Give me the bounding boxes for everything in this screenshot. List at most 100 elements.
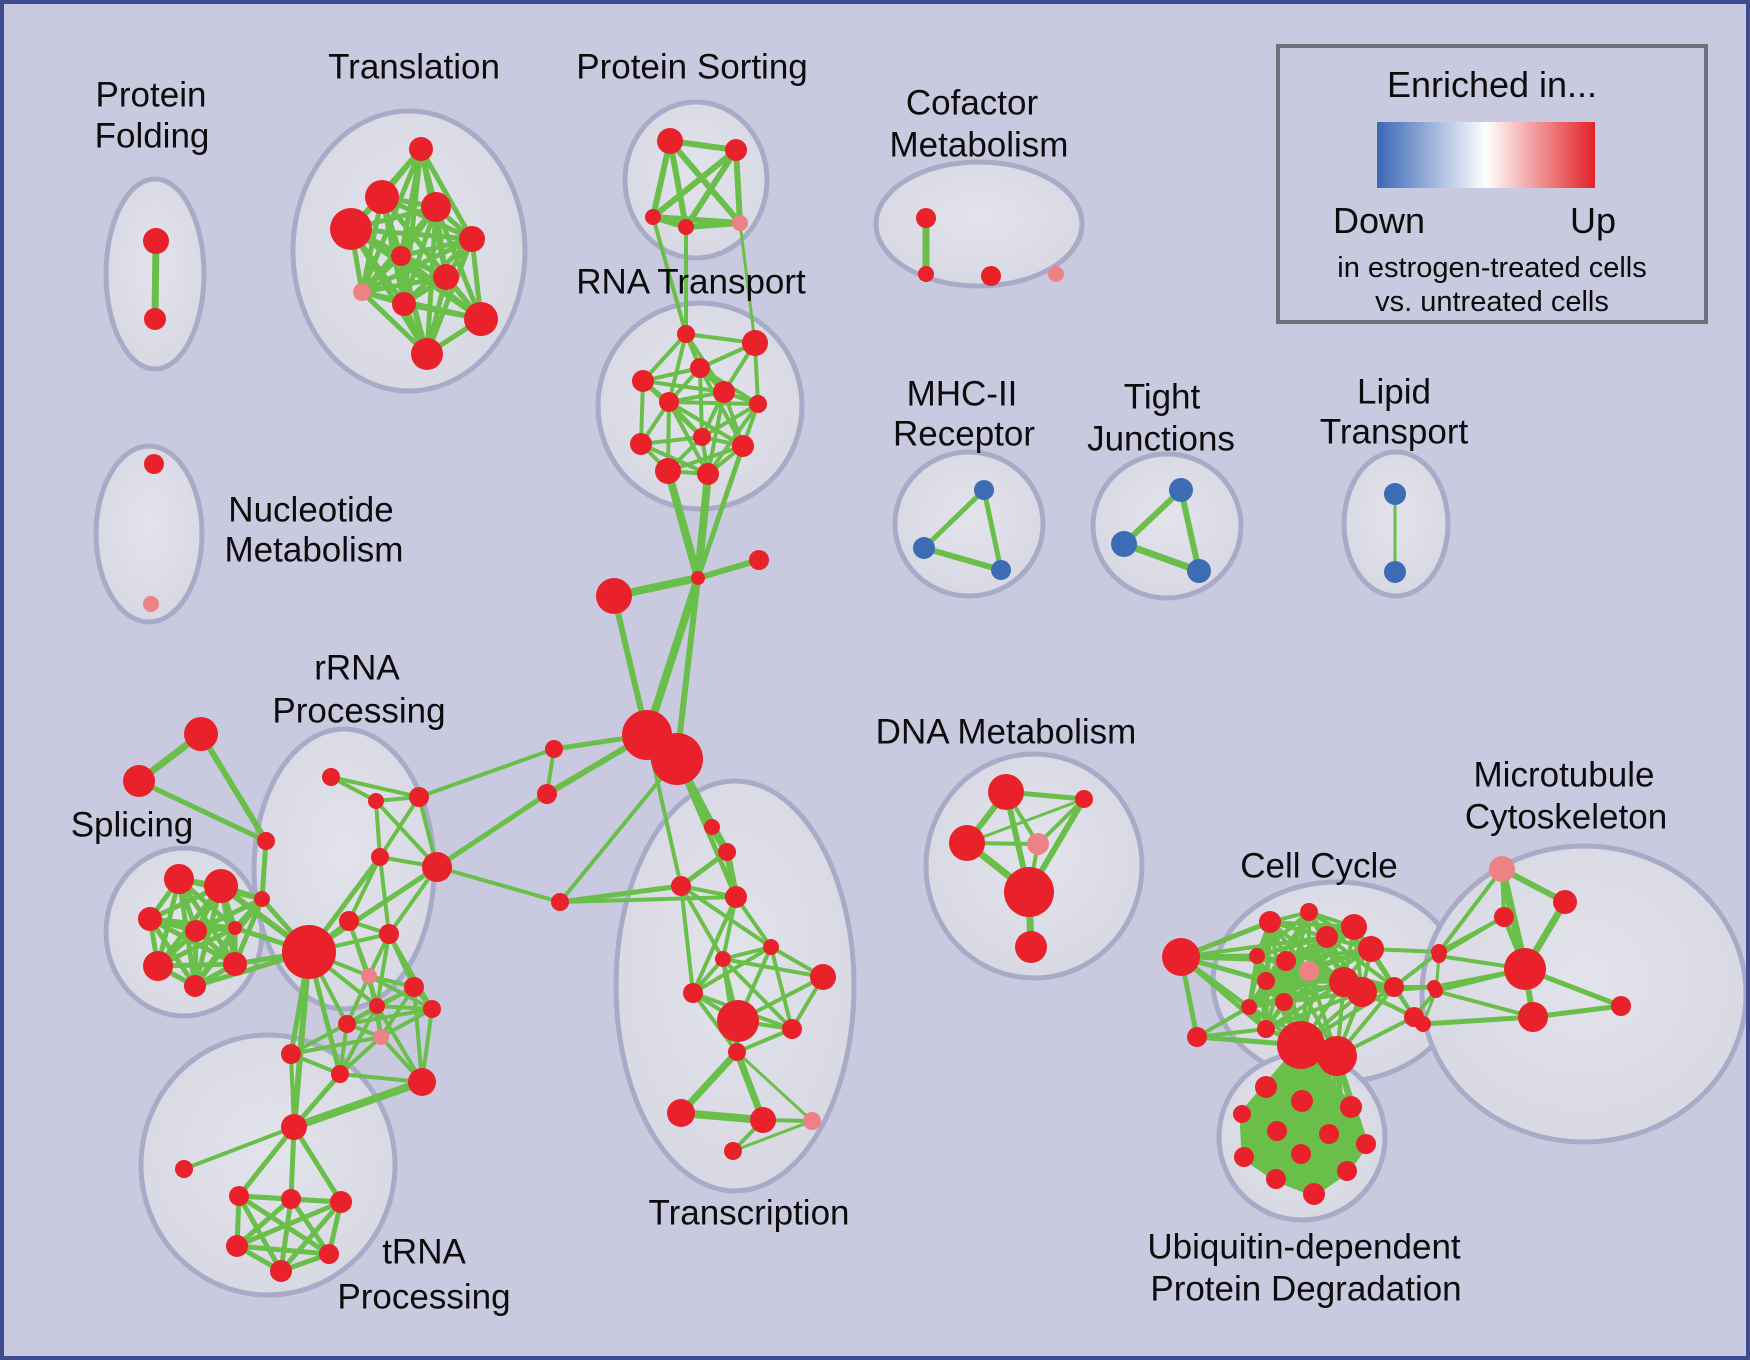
- node-k10: [1241, 999, 1257, 1015]
- node-tn5: [226, 1235, 248, 1257]
- node-rr2: [409, 787, 429, 807]
- node-tr5: [391, 246, 411, 266]
- edge-j1-h1: [643, 574, 702, 739]
- node-ln3: [551, 893, 569, 911]
- edge-q7-q9: [1241, 1154, 1350, 1174]
- node-tr10: [411, 338, 443, 370]
- node-rr12: [373, 1029, 389, 1045]
- label-microtubule-cytoskeleton-line1: Microtubule: [1474, 755, 1655, 794]
- legend-gradient-bar: [1377, 122, 1595, 188]
- legend-caption-line2: vs. untreated cells: [1375, 286, 1609, 318]
- cluster-nucleotide-metabolism: [93, 443, 205, 625]
- edge-tx4-tx5: [721, 945, 773, 961]
- node-nu0: [144, 454, 164, 474]
- node-rr4: [422, 852, 452, 882]
- node-sp2: [138, 907, 162, 931]
- node-dm3: [1027, 833, 1049, 855]
- node-tx13: [803, 1112, 821, 1130]
- edge-tn4-tn5: [234, 1199, 344, 1249]
- edge-k18-p0: [1437, 867, 1504, 954]
- node-rt5: [749, 395, 767, 413]
- node-q3: [1233, 1105, 1251, 1123]
- label-rna-transport: RNA Transport: [576, 262, 806, 301]
- node-rr3: [371, 848, 389, 866]
- node-sp0: [164, 864, 194, 894]
- node-rr14: [408, 1068, 436, 1096]
- node-rr1: [368, 793, 384, 809]
- node-tx11: [667, 1099, 695, 1127]
- edge-tn0-tn4: [291, 1124, 344, 1205]
- node-cf0: [916, 208, 936, 228]
- label-ubiquitin-degradation-line2: Protein Degradation: [1150, 1269, 1461, 1308]
- edge-j1-jr: [695, 557, 762, 581]
- label-microtubule-cytoskeleton-line2: Cytoskeleton: [1465, 797, 1667, 836]
- edge-ps4-rt1: [738, 221, 757, 345]
- label-nucleotide-metabolism-line1: Nucleotide: [228, 490, 393, 529]
- label-trna-processing-line1: tRNA: [382, 1232, 466, 1271]
- edge-rt6-rt9: [667, 400, 745, 448]
- node-tr7: [353, 283, 371, 301]
- label-protein-folding-line1: Protein: [96, 75, 207, 114]
- cluster-tight-junctions: [1090, 451, 1244, 601]
- edge-mh0-mh2: [981, 487, 1004, 573]
- node-cf1: [918, 266, 934, 282]
- node-ps0: [657, 128, 683, 154]
- node-rt9: [732, 435, 754, 457]
- node-q5: [1319, 1124, 1339, 1144]
- node-p5: [1611, 996, 1631, 1016]
- edge-ln1-rr2: [417, 747, 556, 799]
- label-transcription: Transcription: [649, 1193, 850, 1232]
- node-k15: [1187, 1027, 1207, 1047]
- node-dm2: [949, 825, 985, 861]
- node-j1: [691, 571, 705, 585]
- node-rt0: [677, 325, 695, 343]
- node-rr15: [281, 1044, 301, 1064]
- node-tr8: [392, 292, 416, 316]
- edge-rt10-j1: [664, 467, 702, 582]
- node-rr6: [379, 924, 399, 944]
- node-tx0: [704, 819, 720, 835]
- edge-tn3-tn6: [288, 1196, 332, 1257]
- edge-tr3-tr10: [348, 226, 430, 357]
- node-q8: [1291, 1144, 1311, 1164]
- node-sp5: [143, 951, 173, 981]
- node-tx9: [782, 1019, 802, 1039]
- edge-tj0-tj2: [1178, 487, 1202, 574]
- node-k6: [1249, 948, 1265, 964]
- node-cf2: [981, 266, 1001, 286]
- edge-rr6-rr10: [387, 932, 434, 1011]
- edge-tn2-tn7: [236, 1193, 284, 1274]
- node-ln1: [545, 740, 563, 758]
- edge-k1-k4: [1268, 920, 1356, 929]
- edge-tx5-tx9: [721, 957, 794, 1031]
- node-rr8: [404, 977, 424, 997]
- edge-ps2-rt0: [651, 215, 688, 336]
- legend-box: Enriched in... Down Up in estrogen-treat…: [1276, 44, 1708, 324]
- label-trna-processing-line2: Processing: [337, 1277, 510, 1316]
- node-sp3: [185, 920, 207, 942]
- node-tr6: [433, 264, 459, 290]
- label-protein-sorting: Protein Sorting: [576, 47, 808, 86]
- node-q7: [1234, 1147, 1254, 1167]
- label-mhc-ii-receptor-line2: Receptor: [893, 414, 1035, 453]
- node-ps3: [678, 219, 694, 235]
- edge-rr1-rr3: [374, 799, 382, 859]
- edge-tx7-tx10: [691, 991, 739, 1054]
- node-tx3: [725, 886, 747, 908]
- edge-k4-k9: [1264, 925, 1356, 983]
- legend-up-label: Up: [1569, 200, 1617, 241]
- node-tn2: [229, 1186, 249, 1206]
- node-k14: [1257, 1020, 1275, 1038]
- node-mb0: [1432, 949, 1446, 963]
- edge-rt5-rt6: [667, 400, 760, 406]
- edge-rt9-j1: [695, 443, 746, 581]
- node-rr10: [423, 1000, 441, 1018]
- cluster-mhc-ii-receptor: [892, 449, 1046, 599]
- edge-rt8-rt11: [639, 442, 710, 476]
- edge-k2-k6: [1255, 910, 1311, 958]
- edge-tri2-tri3: [136, 778, 269, 844]
- node-lt1: [1384, 561, 1406, 583]
- edge-rr2-rr3: [378, 795, 421, 859]
- node-k16: [1384, 977, 1404, 997]
- node-rr0: [322, 768, 340, 786]
